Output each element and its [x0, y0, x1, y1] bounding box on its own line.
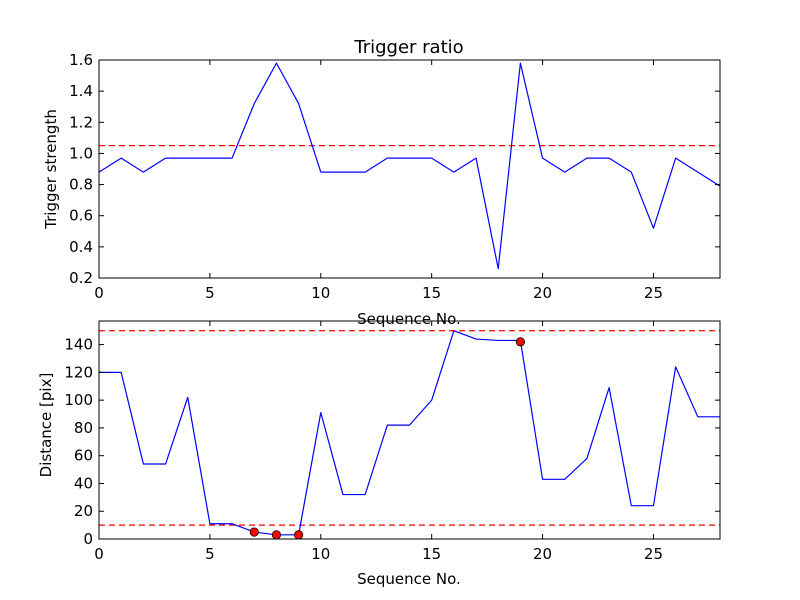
top-chart-y-tick-label: 1.2	[69, 113, 93, 131]
bottom-chart-x-axis-label: Sequence No.	[357, 570, 461, 588]
bottom-chart-y-tick-label: 80	[74, 419, 93, 437]
top-chart-x-axis-label: Sequence No.	[357, 310, 461, 328]
top-chart-x-tick-label: 10	[311, 284, 330, 302]
bottom-chart-y-tick-label: 100	[64, 391, 93, 409]
bottom-chart-marker-0	[249, 527, 259, 537]
bottom-chart-y-tick-label: 60	[74, 447, 93, 465]
bottom-chart-x-tick-label: 15	[422, 545, 441, 563]
top-chart-x-tick-label: 15	[422, 284, 441, 302]
bottom-chart-y-tick-label: 120	[64, 363, 93, 381]
bottom-chart-y-tick-label: 0	[83, 530, 93, 548]
top-chart-y-tick-label: 0.2	[69, 269, 93, 287]
bottom-chart-y-tick-label: 40	[74, 474, 93, 492]
bottom-chart-x-tick-label: 25	[644, 545, 663, 563]
top-chart-x-tick-label: 5	[205, 284, 215, 302]
top-chart-y-tick-label: 1.6	[69, 51, 93, 69]
bottom-chart-y-tick-label: 140	[64, 336, 93, 354]
bottom-chart-frame	[98, 320, 721, 540]
bottom-chart-marker-3	[515, 337, 525, 347]
bottom-chart-marker-1	[271, 530, 282, 540]
top-chart-y-tick-label: 0.4	[69, 238, 93, 256]
bottom-chart-x-tick-label: 5	[205, 545, 215, 563]
top-chart: Trigger ratio Sequence No. Trigger stren…	[42, 37, 721, 328]
bottom-chart-y-tick-label: 20	[74, 502, 93, 520]
top-chart-x-tick-label: 0	[94, 284, 104, 302]
bottom-chart-x-tick-label: 10	[311, 545, 330, 563]
top-chart-frame	[98, 59, 721, 279]
top-chart-title: Trigger ratio	[353, 37, 463, 58]
bottom-chart-x-tick-label: 20	[533, 545, 552, 563]
bottom-chart-marker-2	[294, 530, 304, 540]
top-chart-y-tick-label: 0.6	[69, 207, 93, 225]
bottom-chart-y-axis-label: Distance [pix]	[37, 373, 55, 478]
bottom-chart: Sequence No. Distance [pix] 0 5 10 15 20 25 0 2…	[37, 320, 721, 588]
top-chart-y-axis-label: Trigger strength	[42, 109, 60, 230]
top-chart-y-tick-label: 0.8	[69, 176, 93, 194]
top-chart-x-tick-label: 25	[644, 284, 663, 302]
bottom-chart-series-line-0	[99, 330, 720, 536]
bottom-chart-x-tick-label: 0	[94, 545, 104, 563]
top-chart-x-tick-label: 20	[533, 284, 552, 302]
top-chart-y-tick-label: 1.4	[69, 82, 93, 100]
top-chart-y-tick-label: 1.0	[69, 144, 93, 162]
top-chart-series-line-0	[98, 62, 721, 270]
